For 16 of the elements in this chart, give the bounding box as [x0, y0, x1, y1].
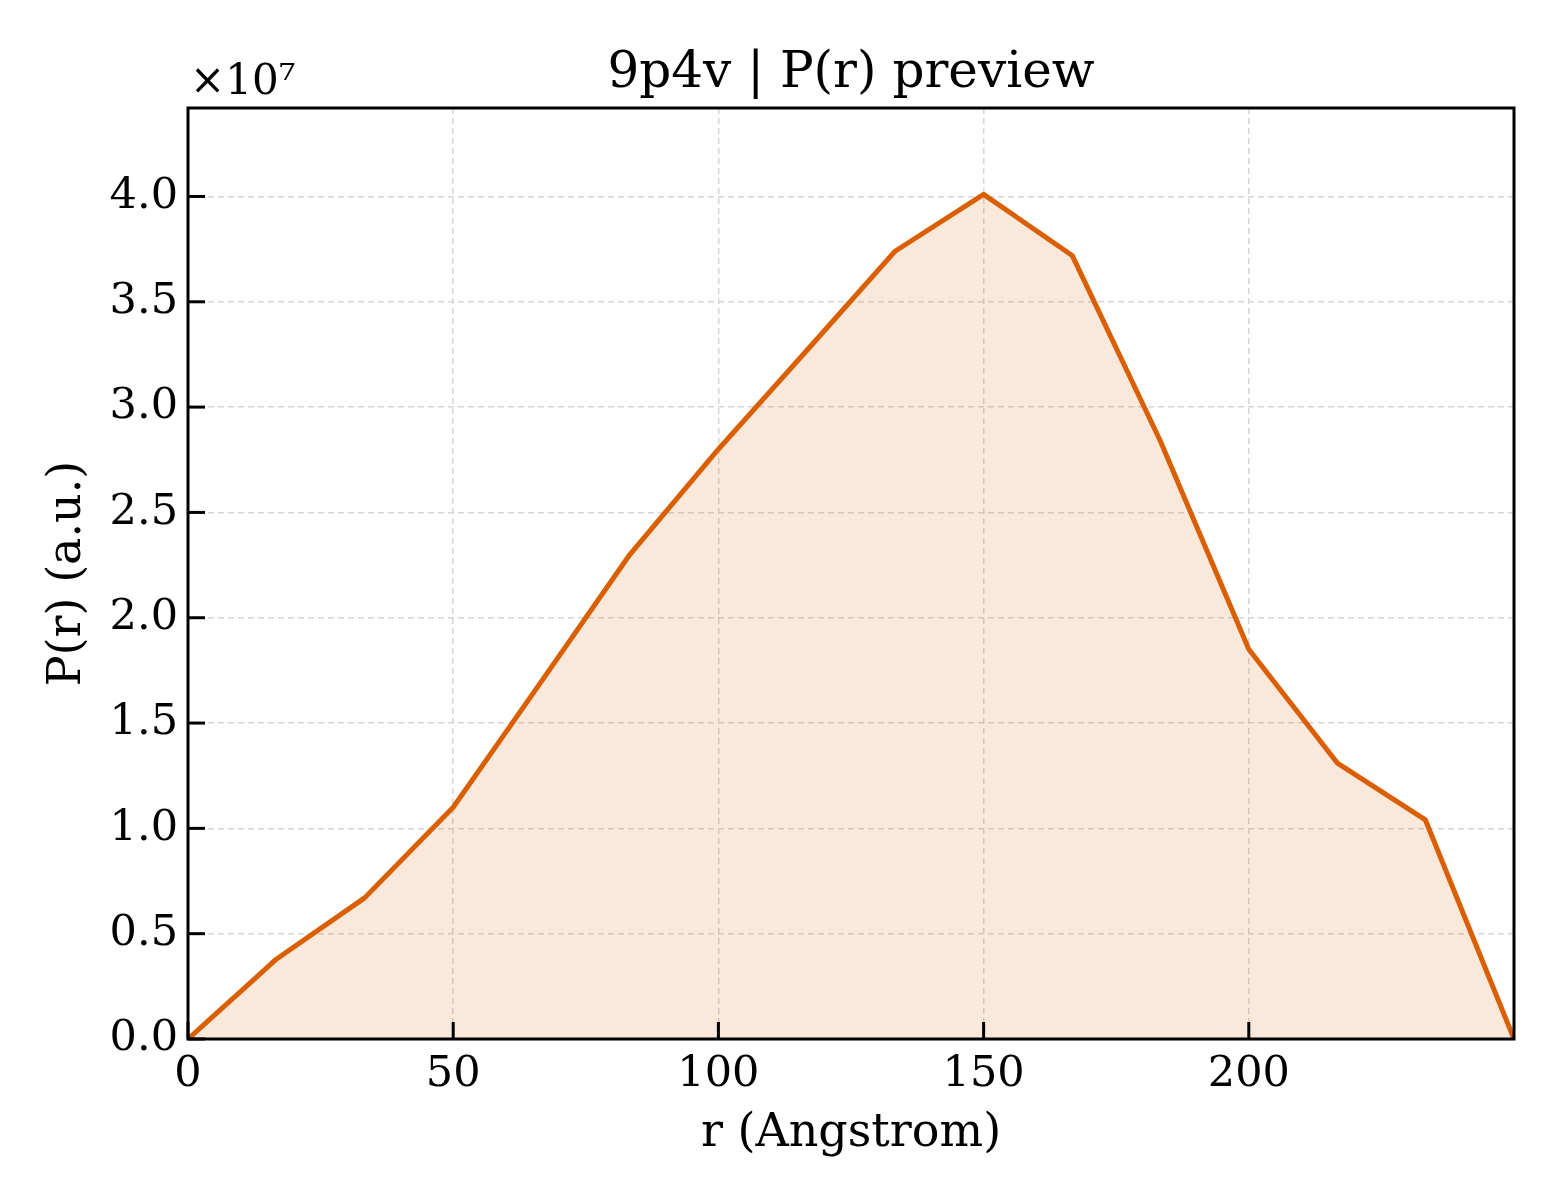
y-tick-label: 1.0	[109, 799, 178, 850]
y-tick-label: 1.5	[109, 694, 178, 745]
y-tick-label: 2.5	[109, 483, 178, 534]
y-tick-label: 4.0	[109, 167, 178, 218]
x-axis-title: r (Angstrom)	[700, 1103, 1002, 1158]
y-tick-label: 2.0	[109, 588, 178, 639]
chart-title: 9p4v | P(r) preview	[607, 41, 1095, 99]
x-tick-label: 200	[1207, 1045, 1290, 1096]
x-tick-label: 50	[425, 1045, 481, 1096]
y-tick-label: 0.5	[109, 904, 178, 955]
x-tick-label: 100	[677, 1045, 760, 1096]
y-tick-label: 3.5	[109, 272, 178, 323]
y-axis-title: P(r) (a.u.)	[36, 460, 91, 687]
x-tick-label: 150	[942, 1045, 1025, 1096]
text: ×10⁷	[190, 55, 296, 104]
y-tick-label: 3.0	[109, 378, 178, 429]
